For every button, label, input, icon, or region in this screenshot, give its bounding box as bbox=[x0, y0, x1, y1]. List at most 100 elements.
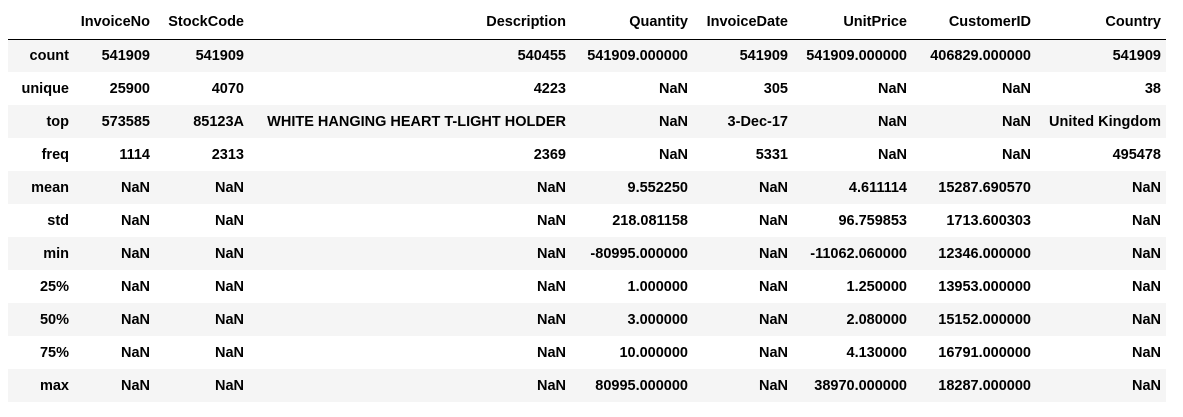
cell-country: NaN bbox=[1131, 311, 1161, 328]
cell-invoicedate: NaN bbox=[758, 278, 788, 295]
cell-invoicedate: NaN bbox=[758, 179, 788, 196]
header-cell-unitprice: UnitPrice bbox=[793, 6, 912, 40]
table-row: freq 1114 2313 2369 NaN 5331 NaN NaN 495478 bbox=[8, 138, 1166, 171]
row-label: unique bbox=[21, 80, 69, 97]
row-label: 50% bbox=[39, 311, 69, 328]
cell-description: 4223 bbox=[533, 80, 566, 97]
cell-country: NaN bbox=[1131, 278, 1161, 295]
cell-quantity: NaN bbox=[658, 80, 688, 97]
table-row: 25% NaN NaN NaN 1.000000 NaN 1.250000 13953.000… bbox=[8, 270, 1166, 303]
cell-invoiceno: NaN bbox=[120, 344, 150, 361]
cell-quantity: 80995.000000 bbox=[595, 377, 688, 394]
cell-customerid: 406829.000000 bbox=[930, 47, 1031, 64]
cell-unitprice: 1.250000 bbox=[846, 278, 907, 295]
table-row: max NaN NaN NaN 80995.000000 NaN 38970.000000 1… bbox=[8, 369, 1166, 402]
cell-description: NaN bbox=[536, 344, 566, 361]
cell-invoiceno: 1114 bbox=[119, 146, 150, 163]
cell-description: WHITE HANGING HEART T-LIGHT HOLDER bbox=[267, 113, 566, 130]
cell-customerid: NaN bbox=[1001, 113, 1031, 130]
table-row: 75% NaN NaN NaN 10.000000 NaN 4.130000 16791.00… bbox=[8, 336, 1166, 369]
table-row: min NaN NaN NaN -80995.000000 NaN -11062.06000… bbox=[8, 237, 1166, 270]
row-label: std bbox=[47, 212, 69, 229]
cell-customerid: 16791.000000 bbox=[938, 344, 1031, 361]
row-label: top bbox=[46, 113, 69, 130]
cell-description: NaN bbox=[536, 311, 566, 328]
header-cell-index bbox=[8, 6, 74, 40]
cell-unitprice: NaN bbox=[877, 113, 907, 130]
header-cell-customerid: CustomerID bbox=[912, 6, 1036, 40]
cell-customerid: NaN bbox=[1001, 80, 1031, 97]
cell-invoicedate: 541909 bbox=[739, 47, 788, 64]
cell-country: United Kingdom bbox=[1049, 113, 1161, 130]
header-cell-description: Description bbox=[249, 6, 571, 40]
row-label: count bbox=[29, 47, 69, 64]
row-label: mean bbox=[31, 179, 69, 196]
row-label: freq bbox=[41, 146, 69, 163]
cell-unitprice: 4.611114 bbox=[848, 179, 907, 196]
cell-invoiceno: NaN bbox=[120, 179, 150, 196]
cell-invoicedate: 5331 bbox=[755, 146, 788, 163]
cell-customerid: 12346.000000 bbox=[938, 245, 1031, 262]
header-cell-invoicedate: InvoiceDate bbox=[693, 6, 793, 40]
cell-description: NaN bbox=[536, 377, 566, 394]
cell-invoiceno: NaN bbox=[120, 278, 150, 295]
cell-stockcode: NaN bbox=[214, 344, 244, 361]
row-label: 75% bbox=[39, 344, 69, 361]
cell-description: NaN bbox=[536, 212, 566, 229]
cell-country: NaN bbox=[1131, 344, 1161, 361]
cell-quantity: 3.000000 bbox=[627, 311, 688, 328]
cell-stockcode: NaN bbox=[214, 377, 244, 394]
cell-quantity: NaN bbox=[658, 146, 688, 163]
cell-invoicedate: NaN bbox=[758, 377, 788, 394]
cell-invoiceno: 25900 bbox=[109, 80, 150, 97]
header-cell-quantity: Quantity bbox=[571, 6, 693, 40]
cell-stockcode: NaN bbox=[214, 212, 244, 229]
cell-description: 540455 bbox=[517, 47, 566, 64]
cell-stockcode: NaN bbox=[214, 278, 244, 295]
cell-customerid: 15152.000000 bbox=[938, 311, 1031, 328]
cell-stockcode: NaN bbox=[214, 245, 244, 262]
table-header: InvoiceNo StockCode Description Quantity… bbox=[8, 6, 1166, 40]
cell-description: NaN bbox=[536, 245, 566, 262]
row-label: 25% bbox=[39, 278, 69, 295]
table-row: mean NaN NaN NaN 9.552250 NaN 4.611114 15287.69… bbox=[8, 171, 1166, 204]
cell-unitprice: 4.130000 bbox=[846, 344, 907, 361]
cell-description: 2369 bbox=[533, 146, 566, 163]
cell-stockcode: NaN bbox=[214, 179, 244, 196]
table-row: std NaN NaN NaN 218.081158 NaN 96.759853 1713.6… bbox=[8, 204, 1166, 237]
table-body: count 541909 541909 540455 541909.000000 5419… bbox=[8, 39, 1166, 402]
cell-customerid: 1713.600303 bbox=[946, 212, 1031, 229]
cell-customerid: 13953.000000 bbox=[938, 278, 1031, 295]
cell-invoicedate: NaN bbox=[758, 245, 788, 262]
cell-invoiceno: NaN bbox=[120, 311, 150, 328]
cell-invoiceno: 573585 bbox=[101, 113, 150, 130]
cell-unitprice: 541909.000000 bbox=[806, 47, 907, 64]
cell-stockcode: 85123A bbox=[193, 113, 244, 130]
cell-country: NaN bbox=[1131, 377, 1161, 394]
cell-unitprice: 38970.000000 bbox=[814, 377, 907, 394]
dataframe-output: InvoiceNo StockCode Description Quantity… bbox=[8, 6, 1166, 402]
cell-customerid: 15287.690570 bbox=[938, 179, 1031, 196]
cell-stockcode: NaN bbox=[214, 311, 244, 328]
cell-customerid: NaN bbox=[1001, 146, 1031, 163]
header-cell-invoiceno: InvoiceNo bbox=[74, 6, 155, 40]
row-label: min bbox=[43, 245, 69, 262]
cell-quantity: 541909.000000 bbox=[587, 47, 688, 64]
cell-quantity: -80995.000000 bbox=[590, 245, 688, 262]
cell-country: NaN bbox=[1131, 245, 1161, 262]
cell-invoicedate: NaN bbox=[758, 212, 788, 229]
cell-unitprice: 96.759853 bbox=[838, 212, 907, 229]
cell-invoiceno: NaN bbox=[120, 377, 150, 394]
cell-quantity: 218.081158 bbox=[612, 212, 688, 229]
cell-quantity: 10.000000 bbox=[619, 344, 688, 361]
cell-unitprice: 2.080000 bbox=[846, 311, 907, 328]
describe-table: InvoiceNo StockCode Description Quantity… bbox=[8, 6, 1166, 402]
table-row: 50% NaN NaN NaN 3.000000 NaN 2.080000 15152.000… bbox=[8, 303, 1166, 336]
cell-invoicedate: NaN bbox=[758, 311, 788, 328]
header-row: InvoiceNo StockCode Description Quantity… bbox=[8, 6, 1166, 40]
header-cell-country: Country bbox=[1036, 6, 1166, 40]
table-row: unique 25900 4070 4223 NaN 305 NaN NaN 38 bbox=[8, 72, 1166, 105]
header-cell-stockcode: StockCode bbox=[155, 6, 249, 40]
cell-invoiceno: NaN bbox=[120, 245, 150, 262]
cell-stockcode: 2313 bbox=[211, 146, 244, 163]
